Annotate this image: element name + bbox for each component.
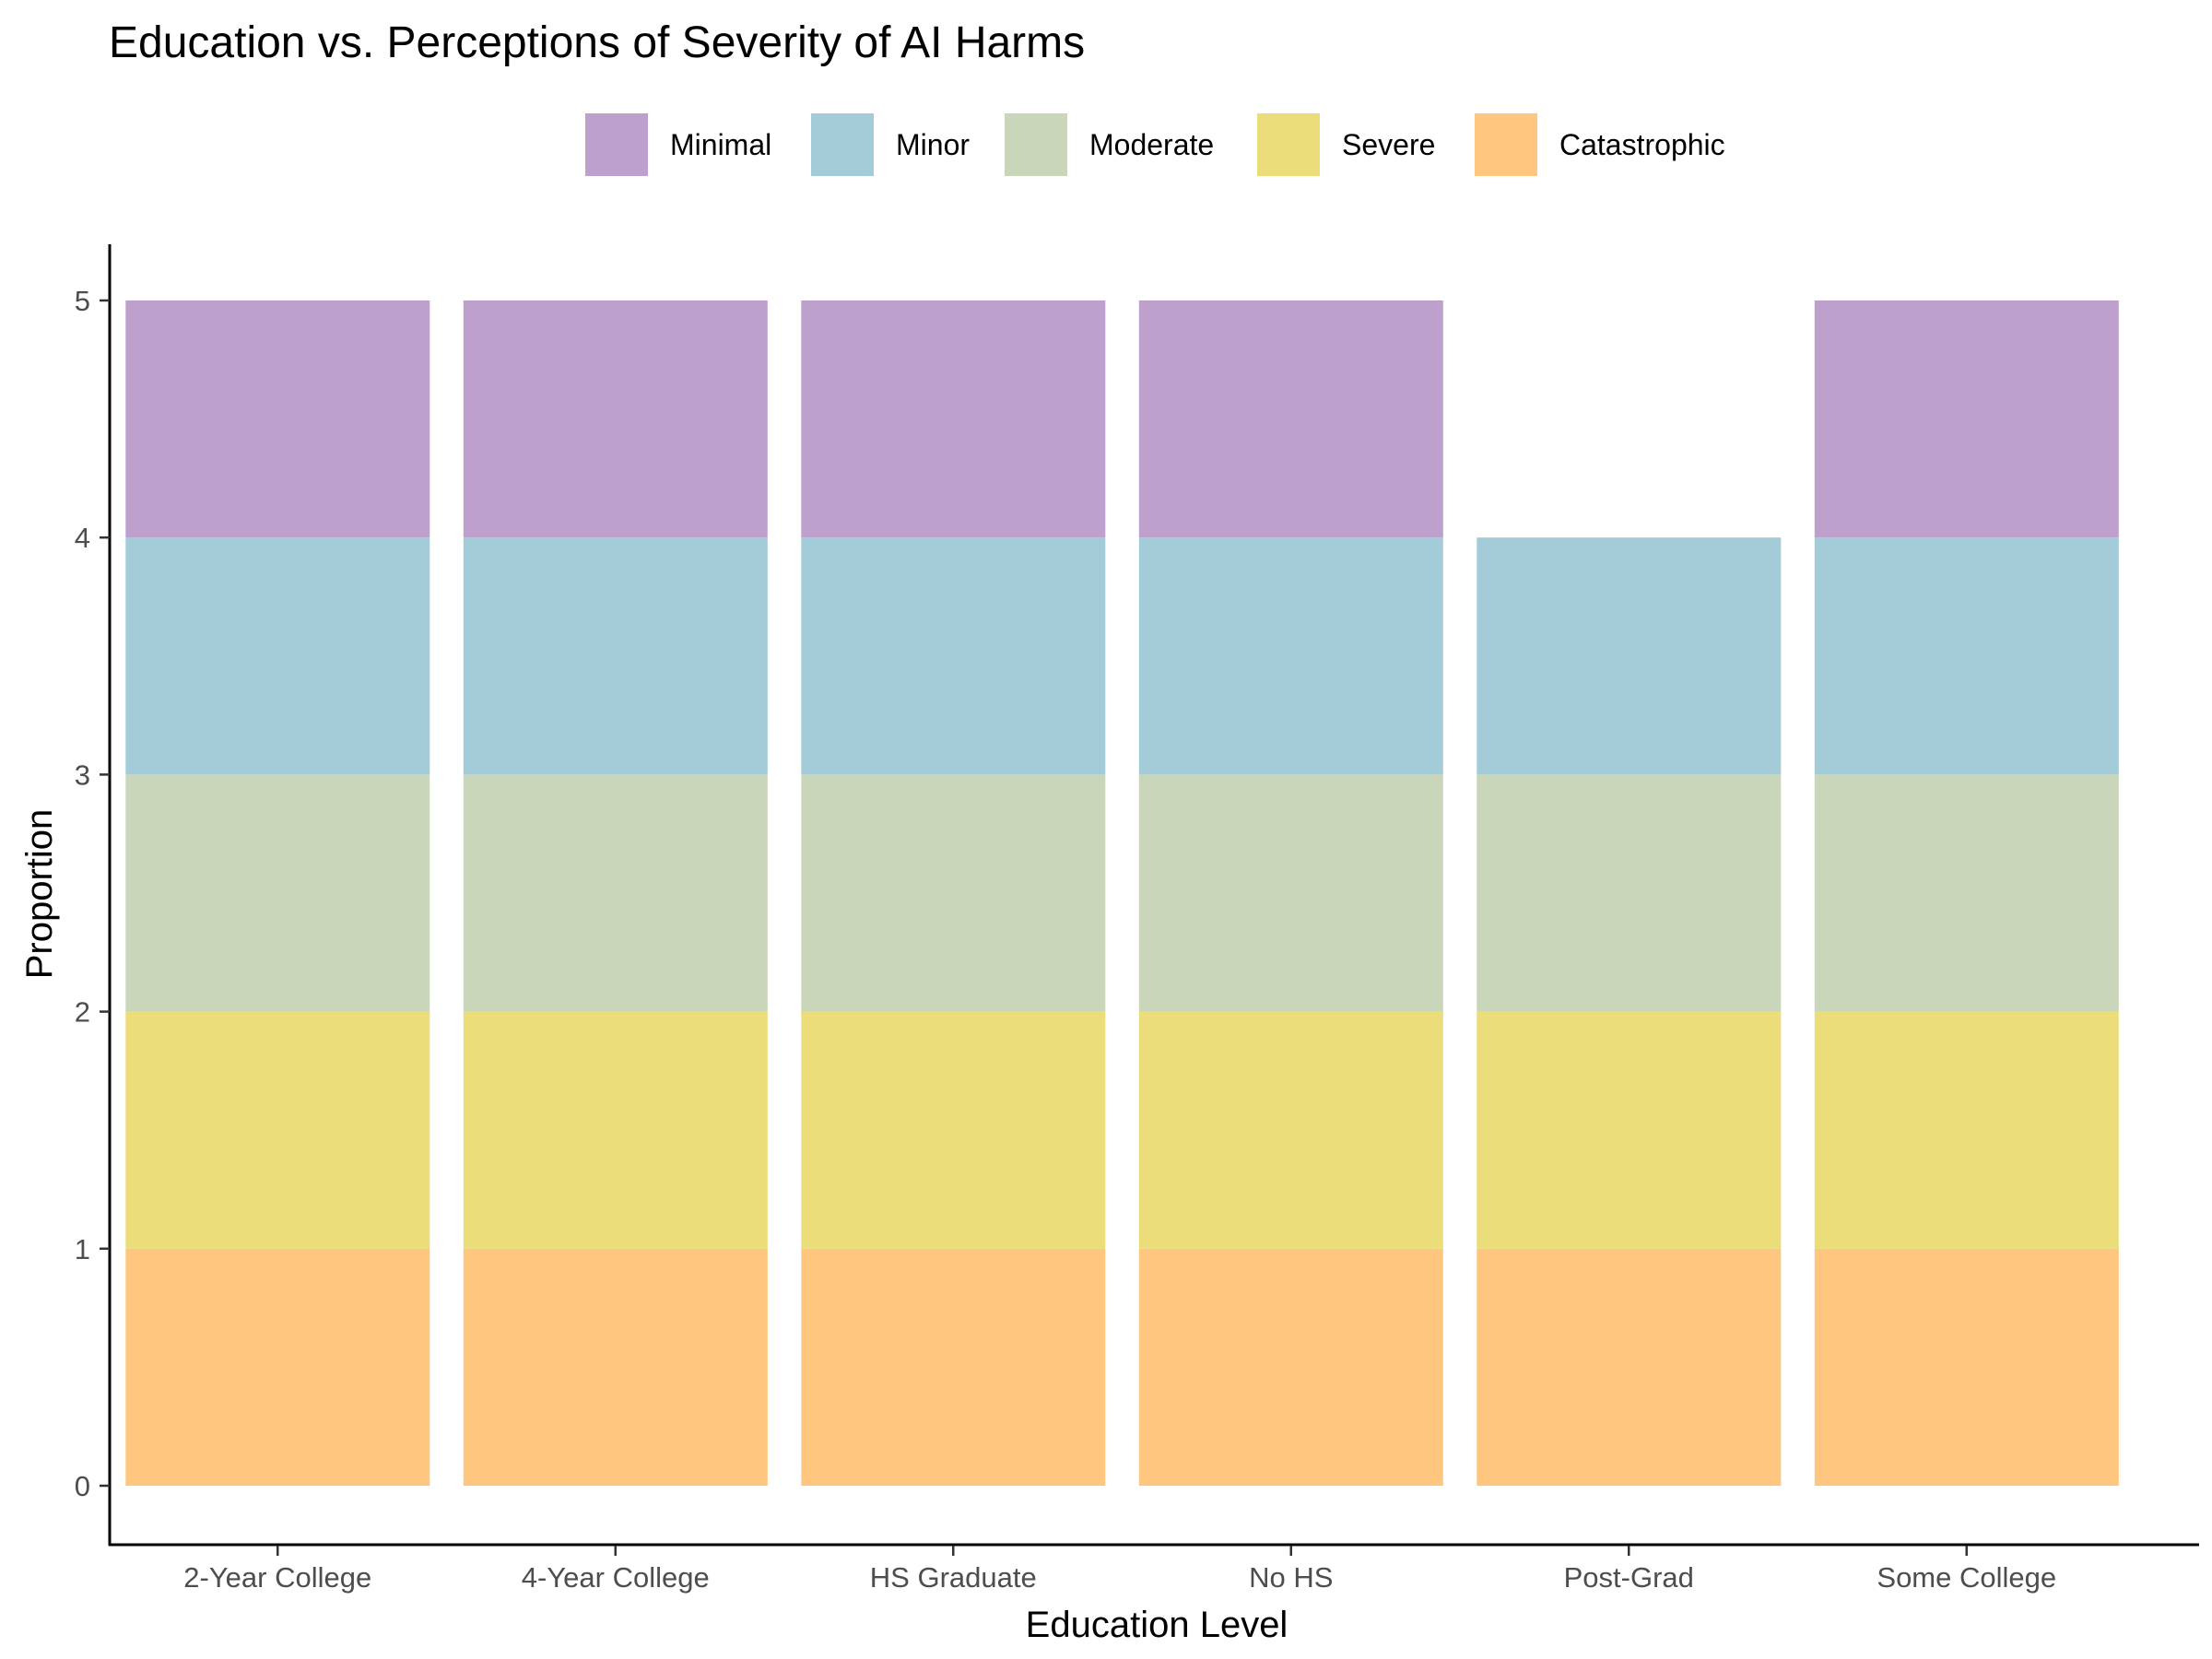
legend-label-minimal: Minimal [670, 128, 771, 161]
bar-2-year-college-moderate [125, 774, 430, 1012]
chart-title: Education vs. Perceptions of Severity of… [109, 18, 1085, 67]
legend-label-catastrophic: Catastrophic [1559, 128, 1725, 161]
bar-4-year-college-minimal [463, 300, 768, 538]
bar-some-college-moderate [1814, 774, 2119, 1012]
y-tick-label-2: 2 [75, 996, 90, 1029]
bar-2-year-college-catastrophic [125, 1248, 430, 1486]
bar-no-hs-moderate [1138, 774, 1443, 1012]
bar-4-year-college-moderate [463, 774, 768, 1012]
bar-2-year-college-severe [125, 1011, 430, 1249]
y-axis-ticks: 0 1 2 3 4 5 [75, 285, 110, 1502]
bar-no-hs-catastrophic [1138, 1248, 1443, 1486]
x-tick-label-no-hs: No HS [1249, 1561, 1333, 1594]
bar-post-grad-minor [1477, 537, 1782, 775]
bar-4-year-college-catastrophic [463, 1248, 768, 1486]
bar-post-grad-moderate [1477, 774, 1782, 1012]
y-tick-label-0: 0 [75, 1470, 90, 1502]
legend-key-minor [811, 113, 874, 176]
bar-2-year-college-minor [125, 537, 430, 775]
legend-key-minimal [585, 113, 648, 176]
y-tick-label-3: 3 [75, 759, 90, 791]
bar-post-grad-catastrophic [1477, 1248, 1782, 1486]
bar-hs-graduate-minimal [801, 300, 1106, 538]
y-axis-title: Proportion [19, 809, 60, 980]
bar-hs-graduate-moderate [801, 774, 1106, 1012]
x-axis-title: Education Level [1026, 1605, 1288, 1645]
bar-4-year-college-severe [463, 1011, 768, 1249]
bar-4-year-college-minor [463, 537, 768, 775]
bar-no-hs-severe [1138, 1011, 1443, 1249]
x-tick-label-post-grad: Post-Grad [1564, 1561, 1694, 1594]
bar-some-college-severe [1814, 1011, 2119, 1249]
x-tick-label-4-year-college: 4-Year College [522, 1561, 710, 1594]
legend-label-minor: Minor [896, 128, 970, 161]
legend-key-severe [1257, 113, 1320, 176]
legend-key-moderate [1005, 113, 1067, 176]
x-tick-label-hs-graduate: HS Graduate [870, 1561, 1037, 1594]
x-tick-label-2-year-college: 2-Year College [183, 1561, 371, 1594]
x-axis-ticks: 2-Year College 4-Year College HS Graduate N… [183, 1546, 2056, 1594]
bar-no-hs-minor [1138, 537, 1443, 775]
y-tick-label-5: 5 [75, 285, 90, 317]
bar-no-hs-minimal [1138, 300, 1443, 538]
legend-label-moderate: Moderate [1089, 128, 1214, 161]
bar-some-college-catastrophic [1814, 1248, 2119, 1486]
x-tick-label-some-college: Some College [1877, 1561, 2056, 1594]
bar-hs-graduate-minor [801, 537, 1106, 775]
y-tick-label-1: 1 [75, 1233, 90, 1265]
legend-key-catastrophic [1475, 113, 1537, 176]
bar-some-college-minimal [1814, 300, 2119, 538]
bar-hs-graduate-catastrophic [801, 1248, 1106, 1486]
bar-post-grad-severe [1477, 1011, 1782, 1249]
legend: Minimal Minor Moderate Severe Catastrophic [585, 113, 1725, 176]
legend-label-severe: Severe [1342, 128, 1435, 161]
bar-2-year-college-minimal [125, 300, 430, 538]
y-tick-label-4: 4 [75, 522, 90, 554]
bar-hs-graduate-severe [801, 1011, 1106, 1249]
bar-some-college-minor [1814, 537, 2119, 775]
bars [125, 300, 2119, 1486]
